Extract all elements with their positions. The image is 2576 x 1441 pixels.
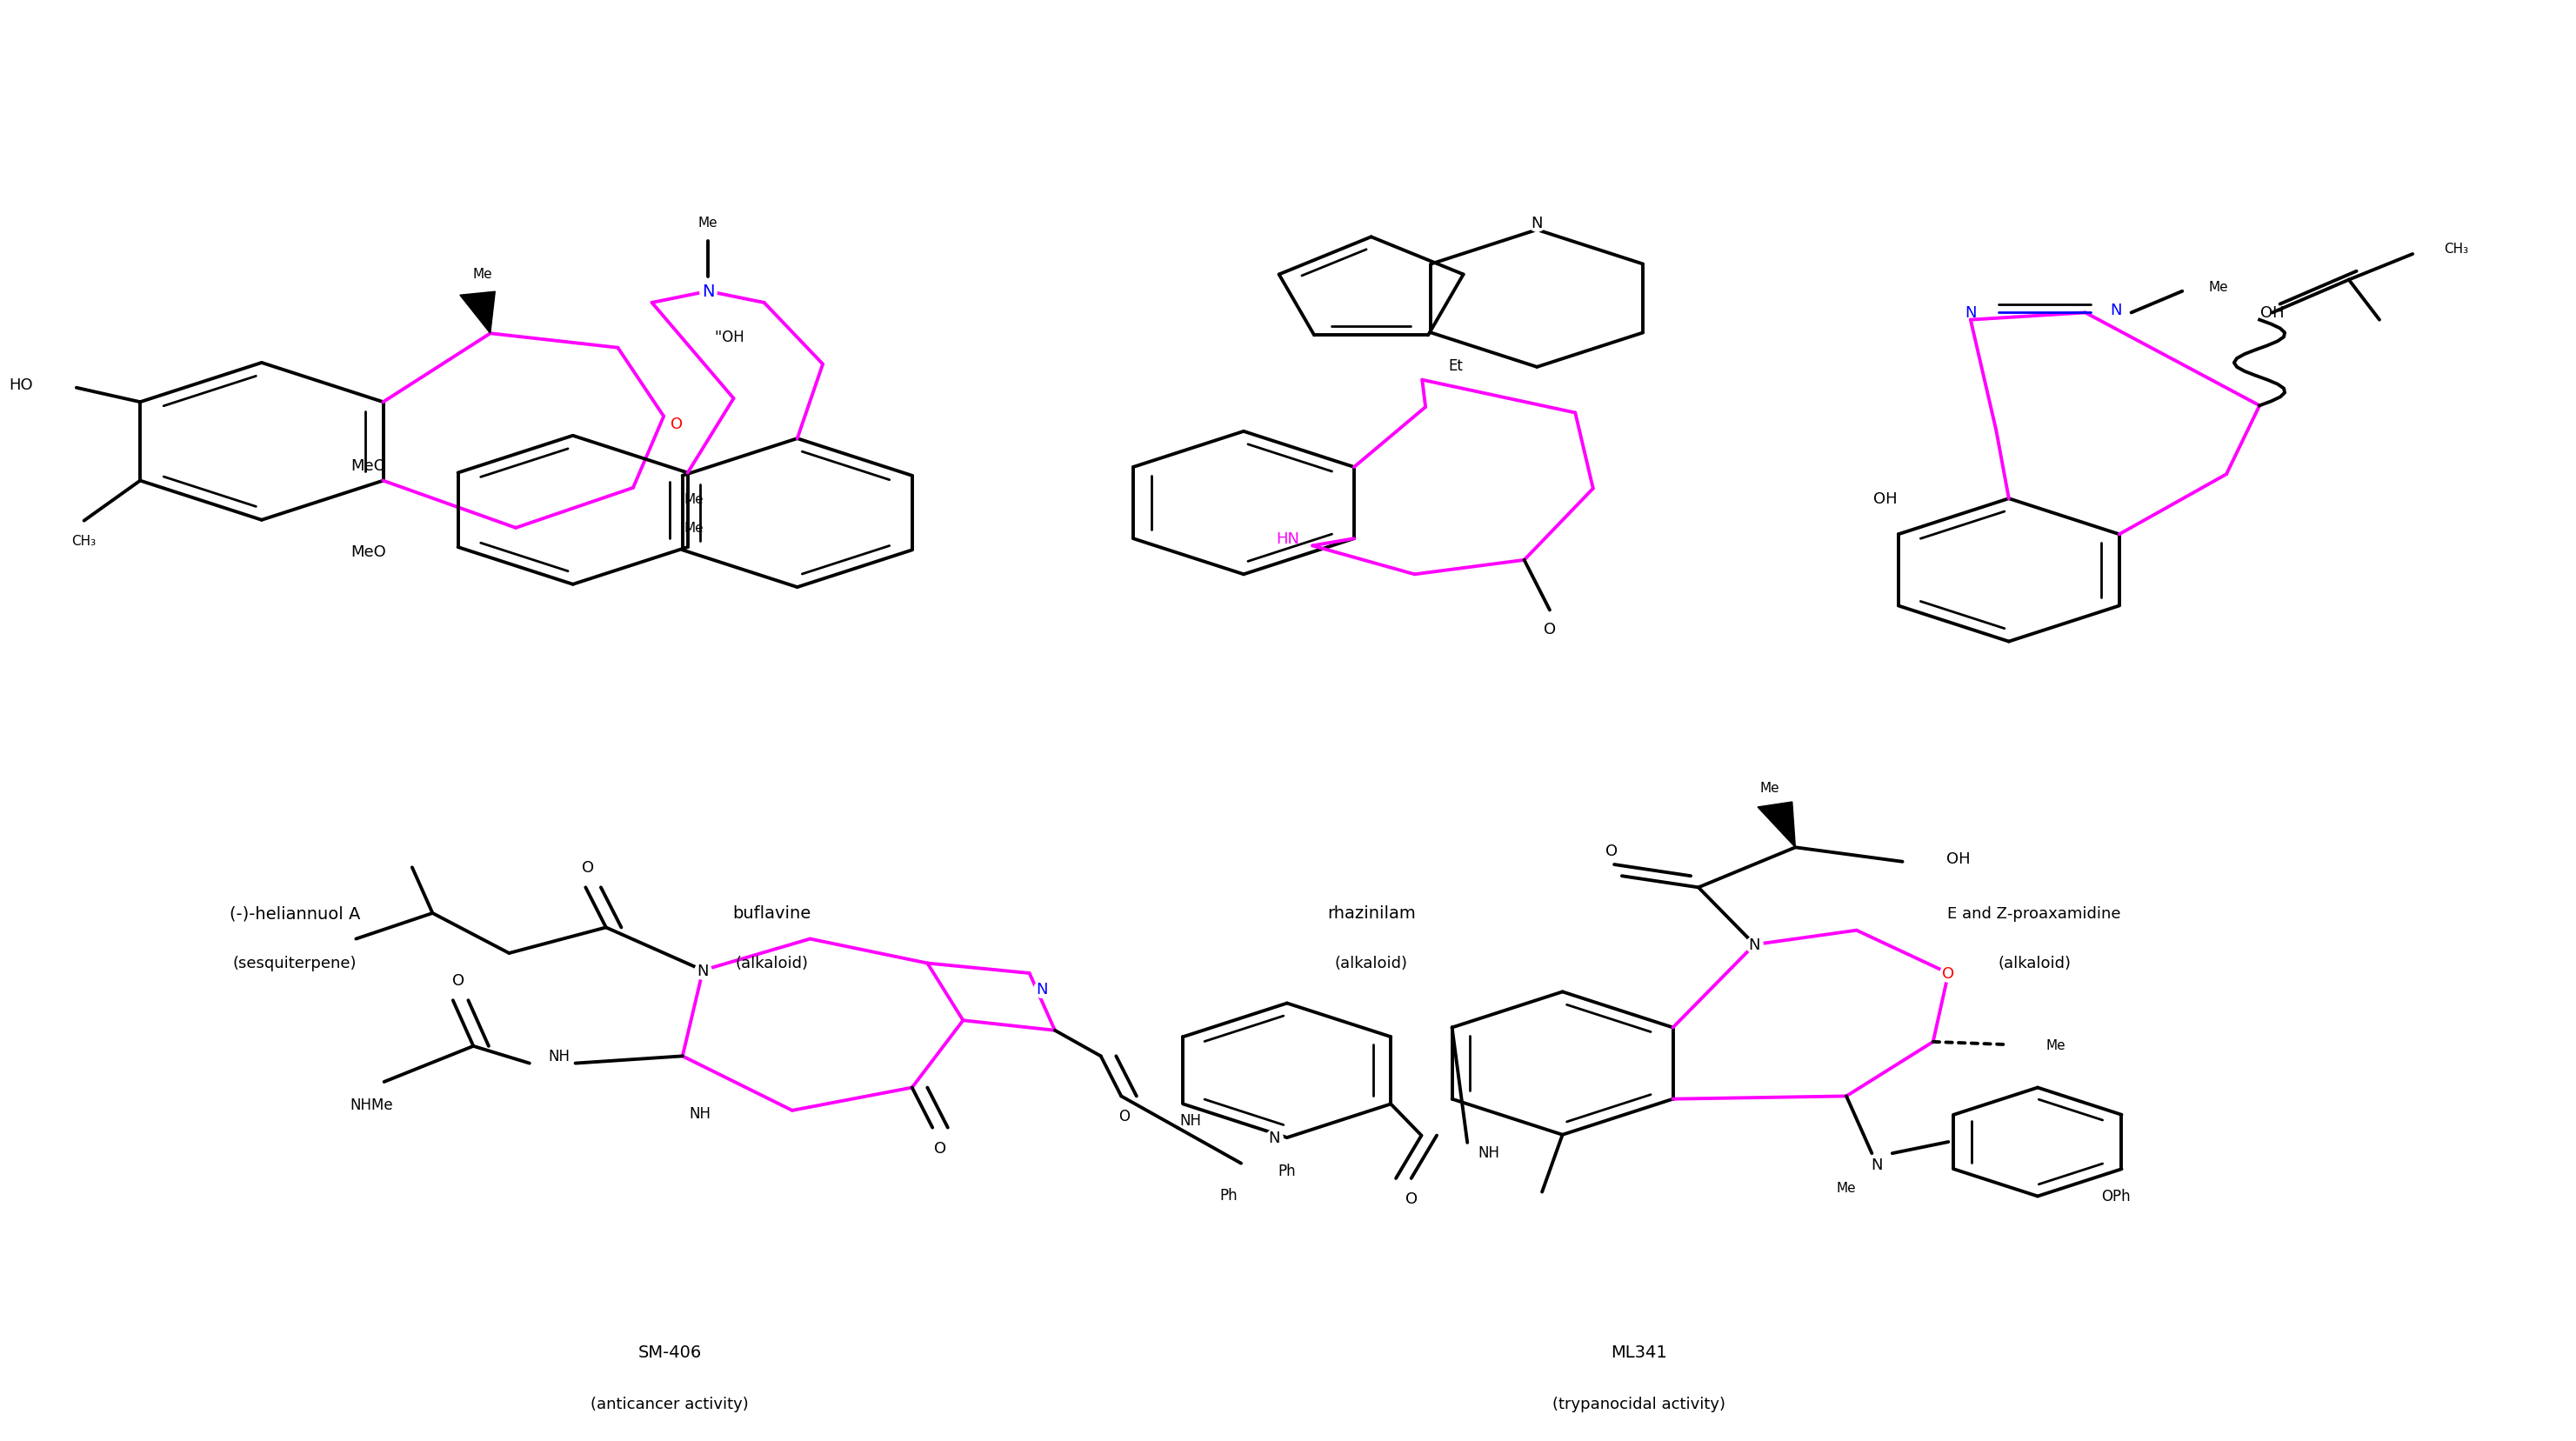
Text: MeO: MeO: [350, 545, 386, 559]
Text: CH₃: CH₃: [2445, 242, 2468, 255]
Text: MeO: MeO: [350, 458, 386, 474]
Text: N: N: [2110, 303, 2123, 318]
Text: HO: HO: [8, 378, 33, 393]
Text: (trypanocidal activity): (trypanocidal activity): [1553, 1396, 1726, 1411]
Text: (-)-heliannuol A: (-)-heliannuol A: [229, 905, 361, 922]
Text: O: O: [1118, 1108, 1128, 1124]
Text: NHMe: NHMe: [350, 1097, 394, 1112]
Text: O: O: [670, 416, 683, 432]
Text: Me: Me: [698, 216, 719, 229]
Polygon shape: [461, 293, 495, 334]
Text: (alkaloid): (alkaloid): [1999, 955, 2071, 971]
Text: Me: Me: [2045, 1039, 2066, 1052]
Text: Ph: Ph: [1218, 1187, 1236, 1203]
Text: N: N: [701, 284, 714, 300]
Text: Me: Me: [685, 493, 703, 506]
Text: OH: OH: [2259, 305, 2285, 321]
Text: N: N: [1530, 215, 1543, 231]
Text: N: N: [1749, 937, 1759, 953]
Text: N: N: [1965, 305, 1976, 321]
Text: O: O: [1605, 843, 1618, 859]
Text: NH: NH: [1479, 1146, 1499, 1160]
Text: Ph: Ph: [1278, 1163, 1296, 1179]
Polygon shape: [1757, 803, 1795, 847]
Text: NH: NH: [688, 1105, 711, 1121]
Text: ML341: ML341: [1610, 1344, 1667, 1360]
Text: N: N: [698, 963, 708, 978]
Text: Me: Me: [2208, 281, 2228, 294]
Text: (alkaloid): (alkaloid): [1334, 955, 1406, 971]
Text: N: N: [1036, 981, 1048, 997]
Text: NH: NH: [1180, 1112, 1200, 1128]
Text: O: O: [1404, 1190, 1417, 1206]
Text: CH₃: CH₃: [72, 535, 95, 548]
Text: N: N: [1267, 1130, 1280, 1146]
Text: HN: HN: [1275, 532, 1301, 546]
Text: (sesquiterpene): (sesquiterpene): [232, 955, 358, 971]
Text: SM-406: SM-406: [639, 1344, 701, 1360]
Text: Me: Me: [685, 522, 703, 535]
Text: Me: Me: [1759, 781, 1780, 794]
Text: O: O: [935, 1140, 945, 1156]
Text: rhazinilam: rhazinilam: [1327, 905, 1414, 922]
Text: OH: OH: [1873, 491, 1899, 507]
Text: buflavine: buflavine: [732, 905, 811, 922]
Text: Me: Me: [1837, 1182, 1857, 1195]
Text: (alkaloid): (alkaloid): [734, 955, 809, 971]
Text: O: O: [582, 860, 595, 876]
Text: O: O: [451, 973, 464, 989]
Text: OH: OH: [1947, 852, 1971, 867]
Text: OPh: OPh: [2102, 1189, 2130, 1205]
Text: Et: Et: [1448, 359, 1463, 375]
Text: E and Z‑proaxamidine: E and Z‑proaxamidine: [1947, 905, 2120, 921]
Text: (anticancer activity): (anticancer activity): [590, 1396, 750, 1411]
Text: Me: Me: [474, 268, 492, 281]
Text: N: N: [1870, 1157, 1883, 1173]
Text: O: O: [1543, 621, 1556, 637]
Text: ''OH: ''OH: [714, 329, 744, 344]
Text: O: O: [1942, 965, 1955, 981]
Text: NH: NH: [549, 1049, 569, 1063]
